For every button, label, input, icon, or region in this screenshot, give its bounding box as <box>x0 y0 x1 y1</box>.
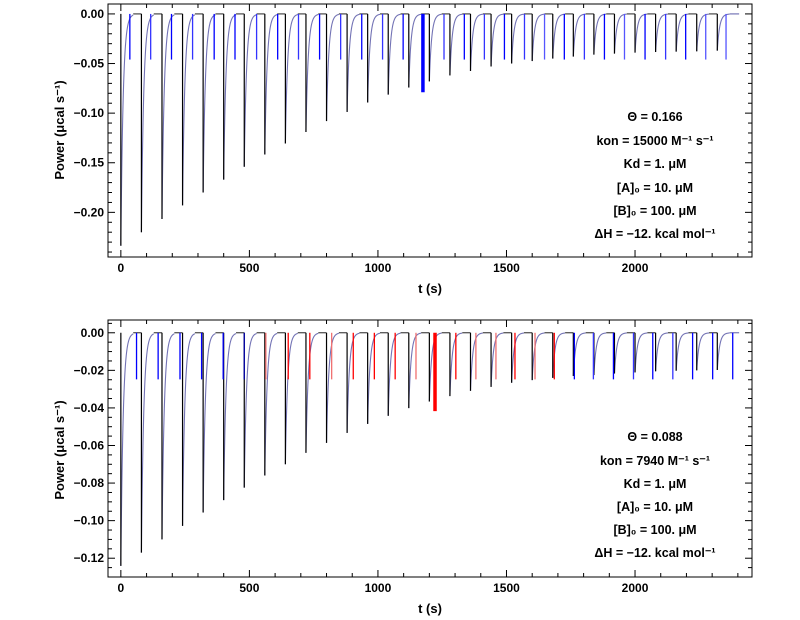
recovery-curve <box>531 332 545 381</box>
recovery-curve <box>696 332 710 371</box>
x-tick-label: 1500 <box>493 581 520 595</box>
y-tick-label: −0.08 <box>74 476 105 490</box>
x-axis-label: t (s) <box>418 601 442 616</box>
recovery-curve <box>387 332 401 416</box>
x-tick-label: 1000 <box>365 581 392 595</box>
y-tick-label: −0.06 <box>74 438 105 452</box>
recovery-curve <box>716 13 730 51</box>
recovery-curve <box>120 14 134 246</box>
y-tick-label: −0.12 <box>74 551 105 565</box>
y-tick-label: −0.20 <box>74 205 105 219</box>
y-tick-label: 0.00 <box>81 7 105 21</box>
recovery-curve <box>325 13 339 122</box>
bottom-power-plot: t (s) Power (μcal s⁻¹) Θ = 0.088 kon = 7… <box>52 319 753 616</box>
recovery-curve <box>325 332 339 443</box>
annotation-theta: Θ = 0.166 <box>627 110 682 124</box>
recovery-curve <box>264 332 278 476</box>
recovery-curve <box>572 332 586 377</box>
recovery-curve <box>202 333 216 513</box>
recovery-curve <box>387 13 401 95</box>
x-tick-label: 0 <box>118 261 125 275</box>
recovery-curve <box>346 13 360 112</box>
x-tick-label: 500 <box>239 581 259 595</box>
recovery-curve <box>552 13 566 59</box>
recovery-curve <box>408 13 422 88</box>
annotation-box: Θ = 0.166 kon = 15000 M⁻¹ s⁻¹ Kd = 1. μM… <box>594 110 715 241</box>
recovery-curve <box>182 333 196 526</box>
y-tick-label: −0.10 <box>74 106 105 120</box>
y-tick-label: −0.02 <box>74 363 105 377</box>
annotation-a0: [A]₀ = 10. μM <box>617 500 693 514</box>
x-tick-label: 1500 <box>493 261 520 275</box>
recovery-curve <box>716 332 730 371</box>
recovery-curve <box>305 13 319 133</box>
recovery-curve <box>449 13 463 76</box>
recovery-curve <box>140 333 154 553</box>
plot-area <box>120 13 740 246</box>
annotation-box: Θ = 0.088 kon = 7940 M⁻¹ s⁻¹ Kd = 1. μM … <box>594 430 715 560</box>
recovery-curve <box>511 13 525 64</box>
x-tick-label: 2000 <box>622 581 649 595</box>
y-tick-label: −0.15 <box>74 156 105 170</box>
annotation-kon: kon = 7940 M⁻¹ s⁻¹ <box>600 454 710 468</box>
recovery-curve <box>675 332 689 371</box>
recovery-curve <box>223 333 237 501</box>
recovery-curve <box>243 14 257 167</box>
recovery-curve <box>531 13 545 62</box>
recovery-curve <box>490 332 504 387</box>
recovery-curve <box>655 332 668 372</box>
x-tick-label: 1000 <box>365 261 392 275</box>
recovery-curve <box>284 14 298 144</box>
x-tick-label: 500 <box>239 261 259 275</box>
recovery-curve <box>284 332 298 465</box>
recovery-curve <box>675 13 689 52</box>
annotation-dh: ΔH = −12. kcal mol⁻¹ <box>594 546 715 560</box>
y-tick-label: −0.04 <box>74 401 105 415</box>
recovery-curve <box>490 13 504 67</box>
x-tick-label: 2000 <box>622 261 649 275</box>
annotation-b0: [B]₀ = 100. μM <box>613 523 696 537</box>
recovery-curve <box>202 14 216 193</box>
plot-frame <box>107 319 753 578</box>
annotation-a0: [A]₀ = 10. μM <box>617 181 693 195</box>
annotation-kd: Kd = 1. μM <box>624 157 687 171</box>
recovery-curve <box>161 14 175 220</box>
recovery-curve <box>593 332 607 376</box>
recovery-curve <box>469 13 483 71</box>
annotation-b0: [B]₀ = 100. μM <box>613 204 696 218</box>
recovery-curve <box>140 14 154 233</box>
annotation-theta: Θ = 0.088 <box>627 430 682 444</box>
recovery-curve <box>120 333 134 566</box>
recovery-curve <box>223 14 237 180</box>
annotation-kd: Kd = 1. μM <box>624 477 687 491</box>
recovery-curve <box>511 332 525 383</box>
recovery-curve <box>264 14 278 155</box>
recovery-curve <box>613 332 627 374</box>
recovery-curve <box>161 333 175 540</box>
recovery-curve <box>243 332 257 488</box>
recovery-curve <box>428 13 442 82</box>
recovery-curve <box>367 13 381 103</box>
y-tick-label: −0.05 <box>74 57 105 71</box>
recovery-curve <box>408 332 422 409</box>
top-power-plot: t (s) Power (μcal s⁻¹) Θ = 0.166 kon = 1… <box>52 3 753 296</box>
recovery-curve <box>469 332 483 391</box>
x-tick-label: 0 <box>118 581 125 595</box>
recovery-curve <box>696 13 710 52</box>
y-tick-label: −0.10 <box>74 514 105 528</box>
recovery-curve <box>572 13 586 57</box>
y-tick-label: 0.00 <box>81 326 105 340</box>
plot-area <box>120 332 740 566</box>
annotation-dh: ΔH = −12. kcal mol⁻¹ <box>594 227 715 241</box>
recovery-curve <box>634 332 648 373</box>
recovery-curve <box>305 332 319 453</box>
plot-frame <box>107 3 753 258</box>
annotation-kon: kon = 15000 M⁻¹ s⁻¹ <box>596 134 713 148</box>
y-axis-label: Power (μcal s⁻¹) <box>52 400 67 499</box>
x-axis-label: t (s) <box>418 281 442 296</box>
y-axis-label: Power (μcal s⁻¹) <box>52 80 67 179</box>
